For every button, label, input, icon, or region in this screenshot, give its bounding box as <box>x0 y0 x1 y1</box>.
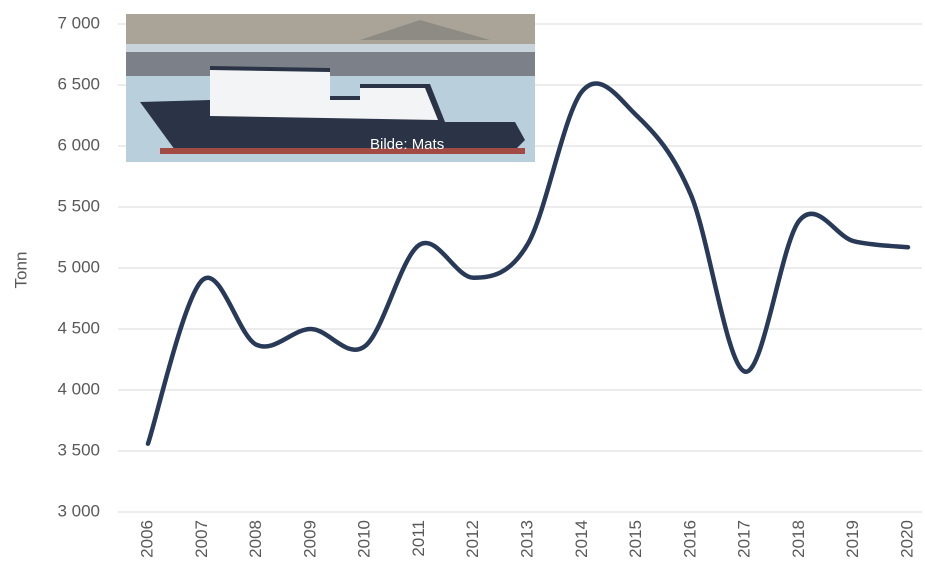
y-tick-label: 4 500 <box>57 318 100 337</box>
x-tick-label: 2011 <box>409 520 428 557</box>
x-tick-label: 2012 <box>463 520 482 558</box>
y-tick-label: 3 500 <box>57 440 100 459</box>
x-tick-label: 2013 <box>517 520 536 558</box>
y-tick-label: 4 000 <box>57 379 100 398</box>
x-tick-label: 2020 <box>897 520 916 558</box>
x-tick-label: 2008 <box>246 520 265 558</box>
y-axis-label: Tonn <box>11 252 30 289</box>
y-tick-label: 6 000 <box>57 135 100 154</box>
y-tick-label: 7 000 <box>57 13 100 32</box>
photo-quay <box>126 52 535 76</box>
y-tick-label: 3 000 <box>57 501 100 520</box>
x-tick-label: 2018 <box>789 520 808 558</box>
x-tick-label: 2015 <box>626 520 645 558</box>
x-tick-label: 2009 <box>300 520 319 558</box>
x-tick-label: 2010 <box>355 520 374 558</box>
x-tick-label: 2014 <box>572 520 591 558</box>
y-tick-label: 5 000 <box>57 257 100 276</box>
x-tick-label: 2016 <box>680 520 699 558</box>
y-tick-label: 5 500 <box>57 196 100 215</box>
photo-caption: Bilde: Mats <box>370 136 444 153</box>
x-tick-label: 2007 <box>192 520 211 558</box>
x-tick-label: 2019 <box>843 520 862 558</box>
x-tick-label: 2017 <box>735 520 754 558</box>
photo: Bilde: Mats <box>126 14 535 162</box>
photo-waterline <box>160 148 525 154</box>
x-tick-label: 2006 <box>137 520 156 558</box>
y-tick-label: 6 500 <box>57 74 100 93</box>
chart: Tonn Bilde: Mats 3 000 3 500 4 000 4 500 5 0… <box>0 0 925 574</box>
